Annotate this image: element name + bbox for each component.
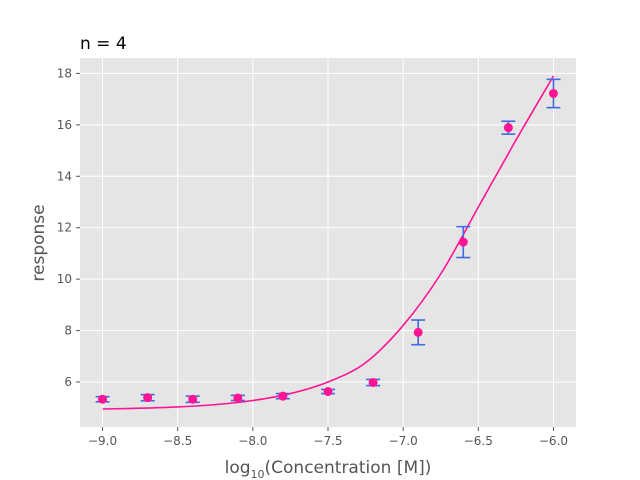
- data-point: [503, 123, 513, 133]
- y-tick-label: 16: [57, 118, 72, 132]
- x-axis-label-rest: (Concentration [M]): [265, 458, 432, 478]
- y-tick-label: 6: [64, 375, 72, 389]
- data-point: [233, 393, 243, 403]
- y-tick-label: 12: [57, 221, 72, 235]
- x-tick-label: −6.5: [464, 434, 493, 448]
- y-tick-label: 18: [57, 66, 72, 80]
- x-tick-label: −8.0: [238, 434, 267, 448]
- data-point: [323, 387, 333, 397]
- data-point: [188, 394, 198, 404]
- grid: [80, 58, 576, 427]
- data-point-group: [275, 391, 290, 401]
- y-axis-label: response: [29, 204, 49, 281]
- y-axis-ticks: 6 8 10 12 14 16 18: [57, 66, 80, 389]
- data-point-group: [546, 78, 561, 109]
- data-point-group: [411, 319, 426, 346]
- x-tick-label: −6.0: [539, 434, 568, 448]
- data-point-group: [456, 225, 471, 259]
- chart-title: n = 4: [80, 34, 127, 54]
- data-point-group: [321, 387, 335, 397]
- fit-curve: [102, 75, 555, 410]
- x-axis-ticks: −9.0 −8.5 −8.0 −7.5 −7.0 −6.5 −6.0: [88, 427, 568, 448]
- data-point: [143, 393, 153, 403]
- x-tick-label: −9.0: [88, 434, 117, 448]
- data-point: [458, 237, 468, 247]
- x-tick-label: −7.0: [389, 434, 418, 448]
- data-point-group: [501, 120, 516, 135]
- x-axis-label-sub: 10: [251, 468, 265, 480]
- x-axis-label: log10(Concentration [M]): [225, 458, 432, 480]
- y-tick-label: 8: [64, 324, 72, 338]
- data-point: [368, 378, 378, 388]
- data-point: [98, 394, 108, 404]
- data-point-group: [366, 378, 381, 388]
- y-tick-label: 14: [57, 169, 72, 183]
- data-point: [278, 391, 288, 401]
- data-point-group: [230, 393, 245, 403]
- x-tick-label: −7.5: [313, 434, 342, 448]
- y-tick-label: 10: [57, 272, 72, 286]
- data-point-group: [140, 393, 155, 403]
- data-point: [413, 327, 423, 337]
- data-points: [95, 78, 561, 404]
- data-point: [548, 88, 558, 98]
- data-point-group: [95, 394, 110, 404]
- x-axis-label-log: log: [225, 458, 251, 478]
- data-point-group: [185, 394, 200, 404]
- x-tick-label: −8.5: [163, 434, 192, 448]
